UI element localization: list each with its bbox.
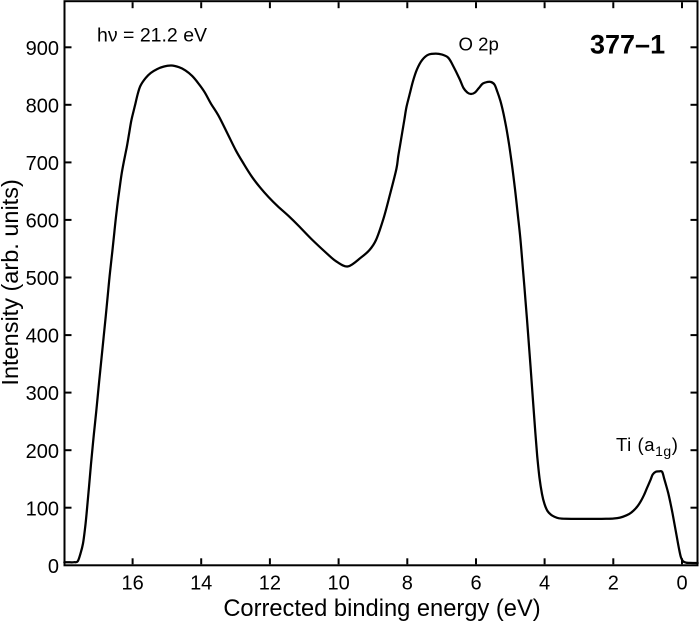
svg-text:700: 700 — [26, 153, 59, 175]
svg-text:300: 300 — [26, 383, 59, 405]
svg-text:0: 0 — [48, 556, 59, 578]
svg-text:12: 12 — [259, 573, 281, 595]
svg-text:14: 14 — [190, 573, 212, 595]
svg-text:Corrected binding energy (eV): Corrected binding energy (eV) — [223, 596, 540, 621]
svg-text:6: 6 — [470, 573, 481, 595]
svg-text:400: 400 — [26, 326, 59, 348]
svg-text:hν = 21.2 eV: hν = 21.2 eV — [97, 25, 207, 47]
svg-text:200: 200 — [26, 441, 59, 463]
svg-text:100: 100 — [26, 498, 59, 520]
svg-text:8: 8 — [402, 573, 413, 595]
svg-text:Intensity (arb. units): Intensity (arb. units) — [0, 179, 23, 385]
svg-text:0: 0 — [676, 573, 687, 595]
svg-text:16: 16 — [121, 573, 143, 595]
svg-text:10: 10 — [327, 573, 349, 595]
svg-text:O 2p: O 2p — [459, 34, 499, 55]
svg-text:500: 500 — [26, 268, 59, 290]
svg-text:377–1: 377–1 — [590, 30, 665, 60]
svg-text:4: 4 — [539, 573, 550, 595]
svg-text:900: 900 — [26, 38, 59, 60]
svg-text:2: 2 — [608, 573, 619, 595]
svg-text:600: 600 — [26, 211, 59, 233]
svg-text:800: 800 — [26, 95, 59, 117]
